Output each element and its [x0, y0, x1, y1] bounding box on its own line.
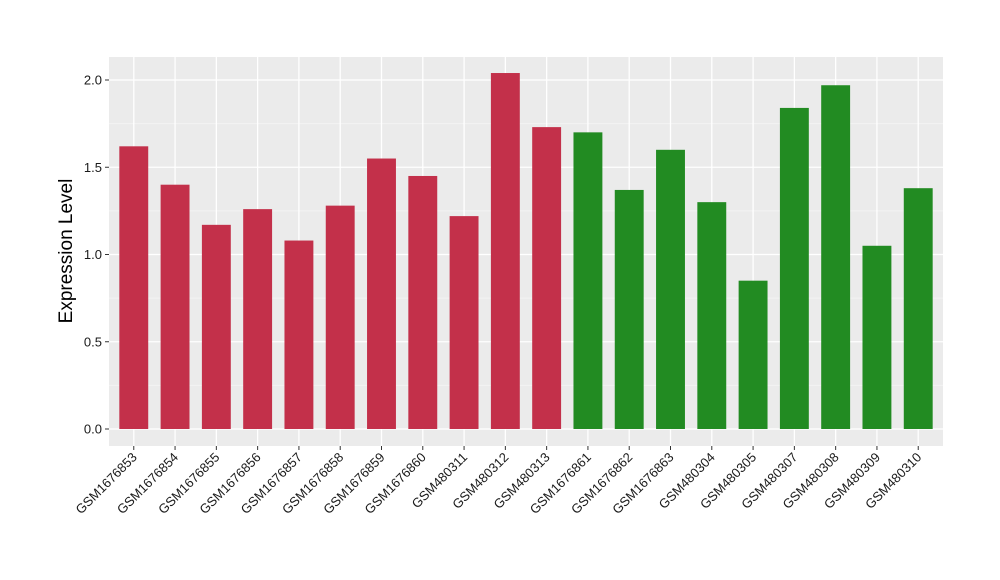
y-axis-title: Expression Level — [56, 179, 77, 324]
bar-gsm1676857 — [284, 240, 314, 429]
bar-gsm480312 — [490, 73, 520, 430]
bar-gsm1676856 — [243, 209, 273, 429]
y-tick-label: 2.0 — [84, 73, 102, 88]
bar-gsm480313 — [532, 127, 562, 430]
x-axis: GSM1676853GSM1676854GSM1676855GSM1676856… — [73, 446, 924, 517]
bar-gsm480310 — [903, 188, 933, 429]
bar-gsm480309 — [862, 245, 892, 429]
bar-gsm1676860 — [408, 175, 438, 429]
bar-gsm480307 — [779, 107, 809, 430]
bar-gsm480308 — [821, 85, 851, 430]
y-tick-label: 0.0 — [84, 422, 102, 437]
bar-gsm480304 — [697, 202, 727, 429]
bar-gsm1676854 — [160, 184, 190, 429]
bar-gsm1676853 — [119, 146, 149, 429]
panel-background — [109, 57, 943, 446]
bar-gsm1676861 — [573, 132, 603, 429]
y-tick-label: 1.5 — [84, 160, 102, 175]
bar-gsm1676859 — [367, 158, 396, 429]
bar-gsm480311 — [449, 216, 479, 429]
bar-gsm480305 — [738, 280, 768, 429]
bar-gsm1676862 — [614, 189, 644, 429]
bar-series — [119, 73, 933, 430]
bar-gsm1676858 — [325, 205, 355, 429]
y-tick-label: 0.5 — [84, 334, 102, 349]
bar-gsm1676863 — [656, 149, 685, 430]
y-axis: 0.0 0.5 1.0 1.5 2.0 — [84, 73, 109, 437]
y-tick-label: 1.0 — [84, 247, 102, 262]
bar-gsm1676855 — [201, 224, 231, 429]
